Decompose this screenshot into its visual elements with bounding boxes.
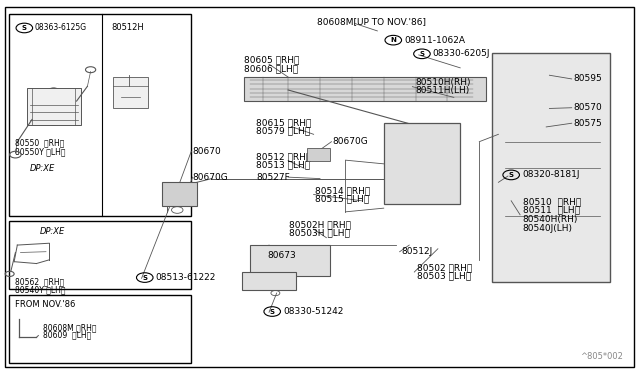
Text: 80540J(LH): 80540J(LH) bbox=[523, 224, 573, 232]
Text: 08513-61222: 08513-61222 bbox=[156, 273, 216, 282]
Text: 80608M[UP TO NOV.'86]: 80608M[UP TO NOV.'86] bbox=[317, 17, 426, 26]
FancyBboxPatch shape bbox=[9, 221, 191, 289]
Circle shape bbox=[527, 73, 534, 77]
Text: 80609  〈LH〉: 80609 〈LH〉 bbox=[43, 331, 91, 340]
Text: 80575: 80575 bbox=[573, 119, 602, 128]
Text: 80550  〈RH〉: 80550 〈RH〉 bbox=[15, 138, 65, 147]
Text: 80670G: 80670G bbox=[193, 173, 228, 182]
Text: 80512 〈RH〉: 80512 〈RH〉 bbox=[256, 152, 312, 161]
FancyBboxPatch shape bbox=[384, 123, 460, 205]
Text: 80510H(RH): 80510H(RH) bbox=[415, 78, 471, 87]
Text: 80502 〈RH〉: 80502 〈RH〉 bbox=[417, 263, 472, 272]
Text: DP:XE: DP:XE bbox=[40, 227, 65, 235]
FancyBboxPatch shape bbox=[9, 295, 191, 363]
Text: FROM NOV.'86: FROM NOV.'86 bbox=[15, 300, 76, 309]
Text: 08320-8181J: 08320-8181J bbox=[522, 170, 579, 179]
Text: S: S bbox=[22, 25, 27, 31]
Circle shape bbox=[527, 221, 534, 225]
Text: 08330-6205J: 08330-6205J bbox=[433, 49, 490, 58]
FancyBboxPatch shape bbox=[307, 148, 330, 161]
FancyBboxPatch shape bbox=[492, 53, 610, 282]
Text: 80615 〈RH〉: 80615 〈RH〉 bbox=[256, 118, 312, 127]
Text: 80511H(LH): 80511H(LH) bbox=[415, 86, 470, 95]
Text: 80503 〈LH〉: 80503 〈LH〉 bbox=[417, 272, 471, 280]
FancyBboxPatch shape bbox=[250, 245, 330, 276]
Text: 80562  〈RH〉: 80562 〈RH〉 bbox=[15, 278, 65, 286]
FancyBboxPatch shape bbox=[9, 14, 191, 215]
Text: S: S bbox=[509, 172, 514, 178]
Text: 08330-51242: 08330-51242 bbox=[283, 307, 344, 316]
Text: 80540Y 〈LH〉: 80540Y 〈LH〉 bbox=[15, 285, 66, 294]
Text: S: S bbox=[419, 51, 424, 57]
Text: 80673: 80673 bbox=[268, 251, 296, 260]
Text: 08363-6125G: 08363-6125G bbox=[35, 23, 86, 32]
Circle shape bbox=[527, 166, 534, 169]
Text: 80515 〈LH〉: 80515 〈LH〉 bbox=[315, 194, 369, 203]
Text: S: S bbox=[142, 275, 147, 280]
Text: 80608M 〈RH〉: 80608M 〈RH〉 bbox=[43, 323, 96, 332]
Text: 80512H: 80512H bbox=[111, 23, 144, 32]
Text: 80514 〈RH〉: 80514 〈RH〉 bbox=[315, 186, 370, 195]
FancyBboxPatch shape bbox=[4, 7, 634, 367]
Text: DP:XE: DP:XE bbox=[30, 164, 56, 173]
FancyBboxPatch shape bbox=[244, 77, 486, 101]
Text: 80605 〈RH〉: 80605 〈RH〉 bbox=[244, 55, 299, 64]
FancyBboxPatch shape bbox=[27, 88, 81, 125]
Text: 80579 〈LH〉: 80579 〈LH〉 bbox=[256, 126, 310, 135]
Text: ^805*002: ^805*002 bbox=[580, 352, 623, 361]
Text: 80670G: 80670G bbox=[333, 137, 369, 146]
Text: 80503H 〈LH〉: 80503H 〈LH〉 bbox=[289, 229, 350, 238]
FancyBboxPatch shape bbox=[162, 182, 197, 206]
Text: N: N bbox=[390, 37, 396, 43]
Circle shape bbox=[406, 182, 412, 186]
Text: 80510  〈RH〉: 80510 〈RH〉 bbox=[523, 197, 581, 206]
Text: 80513 〈LH〉: 80513 〈LH〉 bbox=[256, 160, 310, 169]
Text: 80606 〈LH〉: 80606 〈LH〉 bbox=[244, 64, 298, 73]
Text: 80595: 80595 bbox=[573, 74, 602, 83]
Text: 80570: 80570 bbox=[573, 103, 602, 112]
Circle shape bbox=[527, 110, 534, 114]
FancyBboxPatch shape bbox=[243, 272, 296, 290]
Text: 80502H 〈RH〉: 80502H 〈RH〉 bbox=[289, 221, 351, 230]
Text: 80550Y 〈LH〉: 80550Y 〈LH〉 bbox=[15, 147, 66, 156]
Text: S: S bbox=[269, 308, 275, 315]
Text: 80511  〈LH〉: 80511 〈LH〉 bbox=[523, 205, 580, 214]
Text: 08911-1062A: 08911-1062A bbox=[404, 36, 465, 45]
Text: 80512J: 80512J bbox=[401, 247, 433, 256]
Text: 80670: 80670 bbox=[193, 147, 221, 156]
FancyBboxPatch shape bbox=[113, 77, 148, 109]
Text: 80540H(RH): 80540H(RH) bbox=[523, 215, 578, 224]
Text: 80527F: 80527F bbox=[256, 173, 290, 182]
